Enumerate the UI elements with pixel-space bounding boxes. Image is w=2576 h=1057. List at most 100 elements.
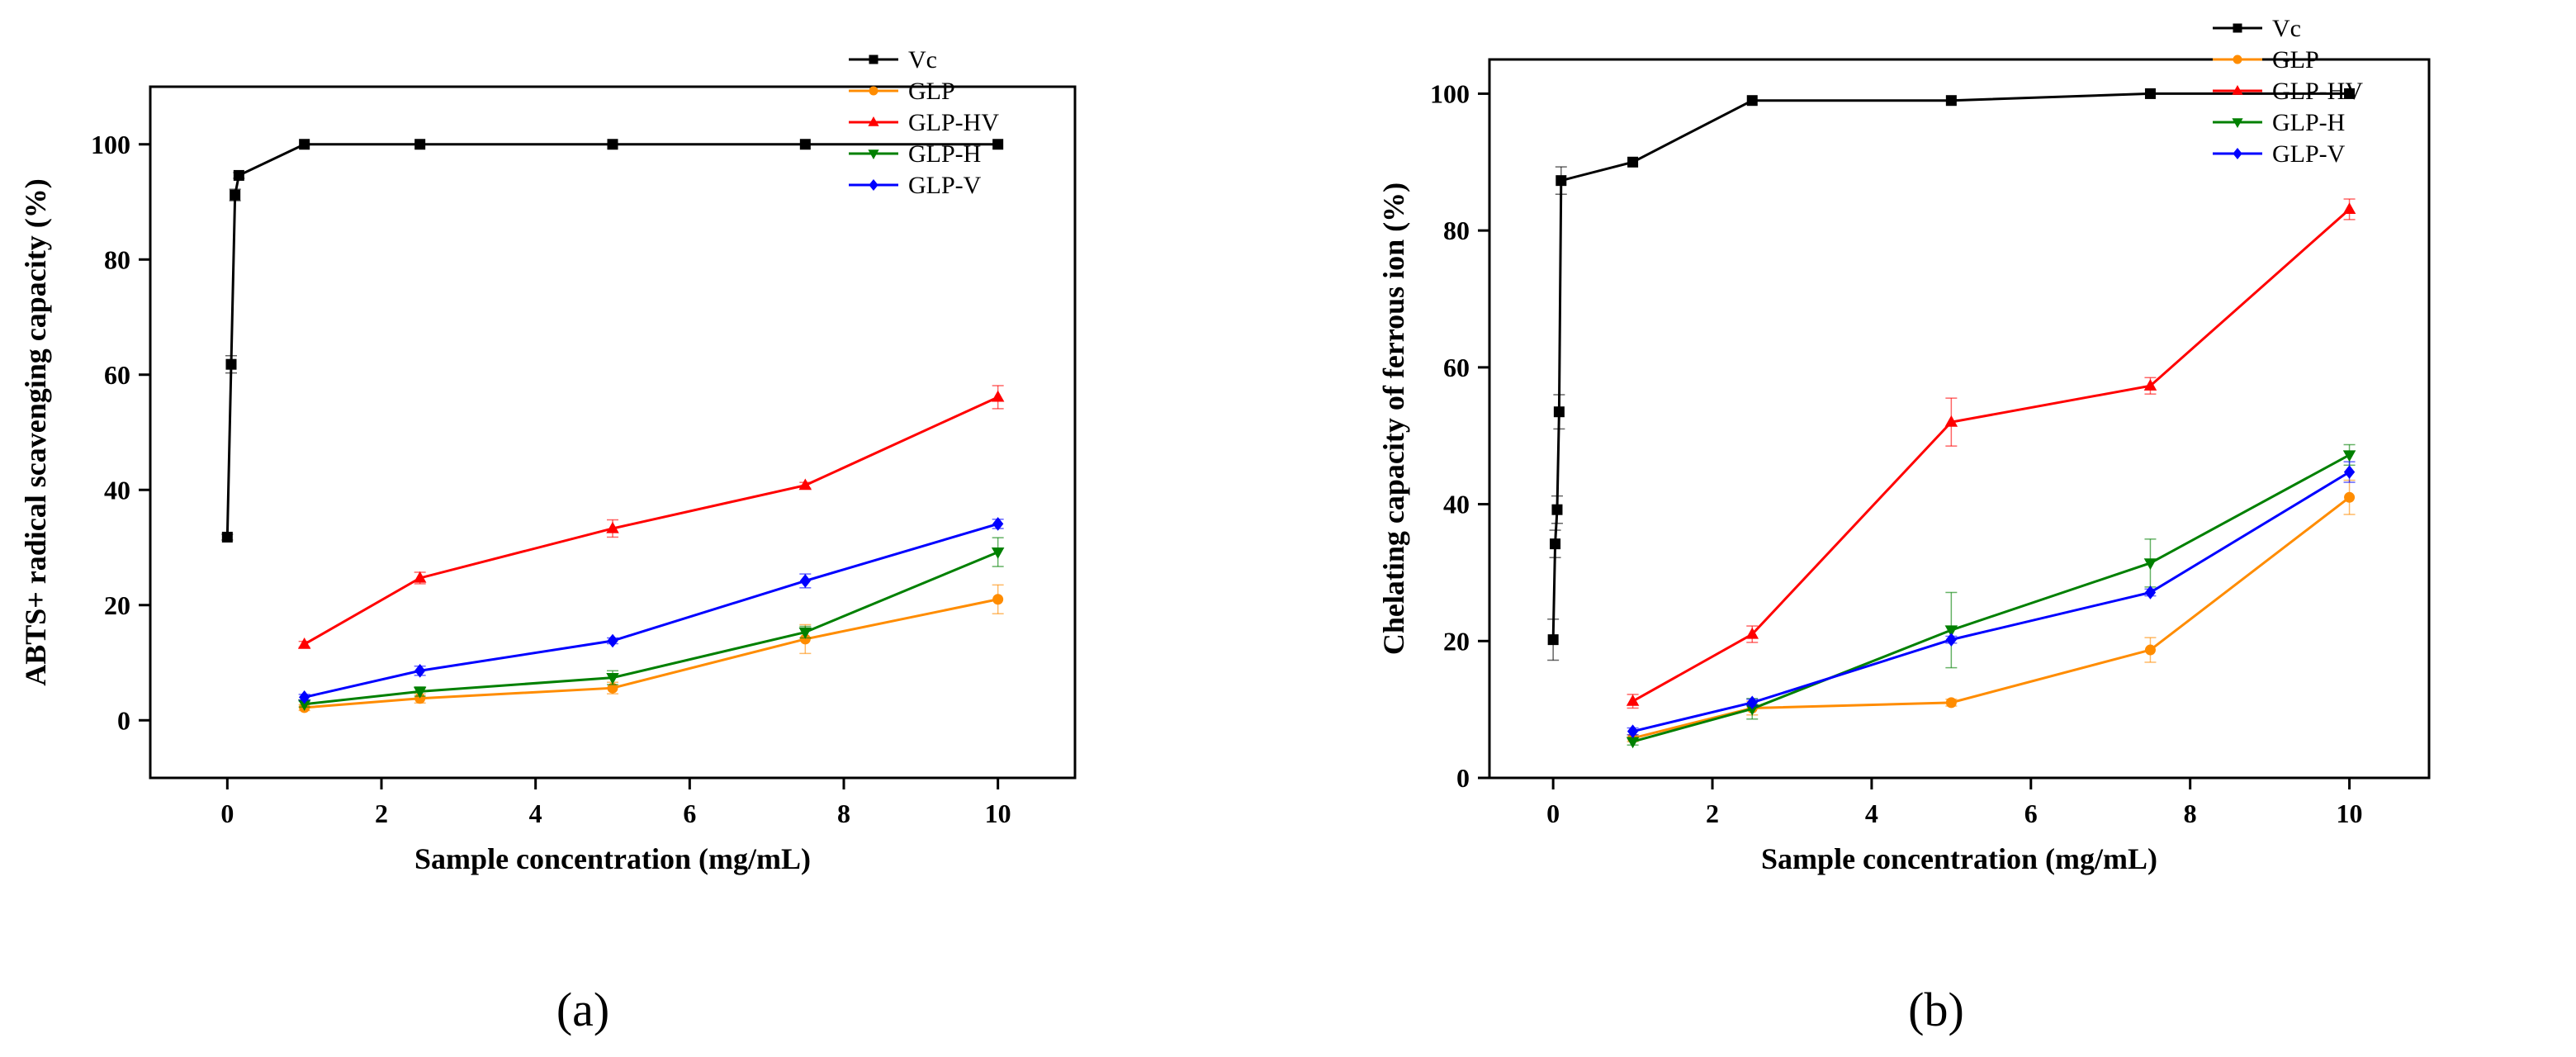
panel-label: (a) (556, 983, 609, 1036)
legend-marker (2233, 147, 2242, 160)
x-tick-label: 0 (1546, 799, 1560, 828)
panel-label: (b) (1908, 983, 1964, 1036)
legend-label: GLP-V (2272, 140, 2346, 168)
legend-item-glp-h: GLP-H (849, 140, 981, 168)
legend-label: Vc (908, 46, 937, 73)
y-tick-label: 80 (104, 244, 130, 274)
data-point (2342, 202, 2356, 215)
y-tick-label: 80 (1443, 216, 1470, 245)
legend-marker (868, 149, 879, 160)
data-point (2342, 450, 2356, 462)
data-point (2143, 379, 2157, 391)
data-point (2144, 88, 2156, 99)
legend-marker (2233, 55, 2242, 64)
data-point (2343, 465, 2356, 479)
data-point (1627, 724, 1639, 738)
data-point (607, 139, 618, 150)
x-tick-label: 10 (985, 799, 1011, 828)
data-point (230, 189, 241, 201)
y-tick-label: 100 (1430, 78, 1470, 108)
series-glp-hv (1626, 198, 2356, 709)
data-point (1626, 694, 1640, 706)
series-glp-v (298, 517, 1004, 704)
legend-marker (869, 178, 878, 192)
legend-label: GLP (908, 78, 955, 105)
series-glp-h (1626, 443, 2356, 749)
y-tick-label: 40 (1443, 490, 1470, 519)
x-tick-label: 2 (1706, 799, 1719, 828)
data-point (1550, 538, 1561, 550)
legend-marker (2232, 118, 2243, 129)
data-point (798, 478, 812, 491)
x-tick-label: 8 (2184, 799, 2197, 828)
y-tick-label: 60 (1443, 353, 1470, 382)
data-point (1746, 695, 1758, 710)
series-glp-hv (297, 385, 1005, 649)
legend-item-vc: Vc (849, 46, 937, 73)
legend-label: GLP-V (908, 172, 982, 199)
legend-item-glp-v: GLP-V (849, 172, 982, 199)
y-tick-label: 100 (91, 130, 130, 159)
data-point (1547, 634, 1559, 646)
data-point (991, 390, 1005, 402)
legend-item-glp: GLP (2213, 46, 2319, 73)
y-tick-label: 60 (104, 360, 130, 390)
series-line (1631, 208, 2351, 703)
legend-marker (868, 116, 879, 126)
series-line (303, 396, 999, 646)
y-tick-label: 20 (1443, 626, 1470, 656)
data-point (1944, 625, 1958, 638)
x-tick-label: 2 (375, 799, 388, 828)
x-tick-label: 4 (529, 799, 542, 828)
y-tick-label: 0 (117, 705, 130, 735)
series-vc (221, 139, 1004, 543)
data-point (225, 358, 237, 370)
x-tick-label: 0 (220, 799, 234, 828)
x-tick-label: 6 (683, 799, 696, 828)
data-point (799, 139, 811, 150)
legend-label: GLP (2272, 46, 2319, 73)
legend-item-glp-hv: GLP-HV (849, 109, 999, 136)
plot-frame (1488, 58, 2431, 780)
data-point (798, 627, 812, 639)
legend-item-glp-h: GLP-H (2213, 109, 2345, 136)
legend-item-vc: Vc (2213, 15, 2301, 42)
series-line (304, 598, 998, 709)
data-point (1556, 175, 1567, 187)
legend-marker (869, 86, 878, 96)
y-axis-title: ABTS+ radical scavenging capacity (%) (19, 178, 52, 686)
legend-item-glp: GLP (849, 78, 955, 105)
data-point (1553, 406, 1565, 418)
legend-label: Vc (2272, 15, 2301, 42)
x-tick-label: 6 (2024, 799, 2038, 828)
series-line (225, 143, 998, 538)
data-point (2144, 585, 2157, 600)
data-point (606, 673, 619, 685)
data-point (1551, 504, 1563, 515)
legend-label: GLP-HV (2272, 78, 2363, 105)
data-point (299, 690, 310, 704)
data-point (299, 139, 310, 150)
series-glp-v (1627, 461, 2356, 738)
series-line (1551, 92, 2350, 640)
data-point (1745, 627, 1759, 639)
x-tick-label: 4 (1865, 799, 1878, 828)
data-point (1627, 156, 1639, 168)
legend-label: GLP-HV (908, 109, 999, 136)
data-point (221, 531, 233, 543)
x-axis-title: Sample concentration (mg/mL) (414, 842, 811, 875)
data-point (2344, 88, 2356, 99)
data-point (297, 637, 311, 649)
legend-marker (2233, 23, 2242, 33)
x-tick-label: 8 (837, 799, 850, 828)
data-point (414, 139, 426, 150)
series-glp (1627, 479, 2356, 744)
data-point (414, 663, 426, 678)
data-point (1945, 95, 1957, 107)
legend-label: GLP-H (908, 140, 981, 168)
legend-marker (869, 55, 878, 64)
data-point (2344, 491, 2356, 503)
legend-item-glp-hv: GLP-HV (2213, 78, 2363, 105)
